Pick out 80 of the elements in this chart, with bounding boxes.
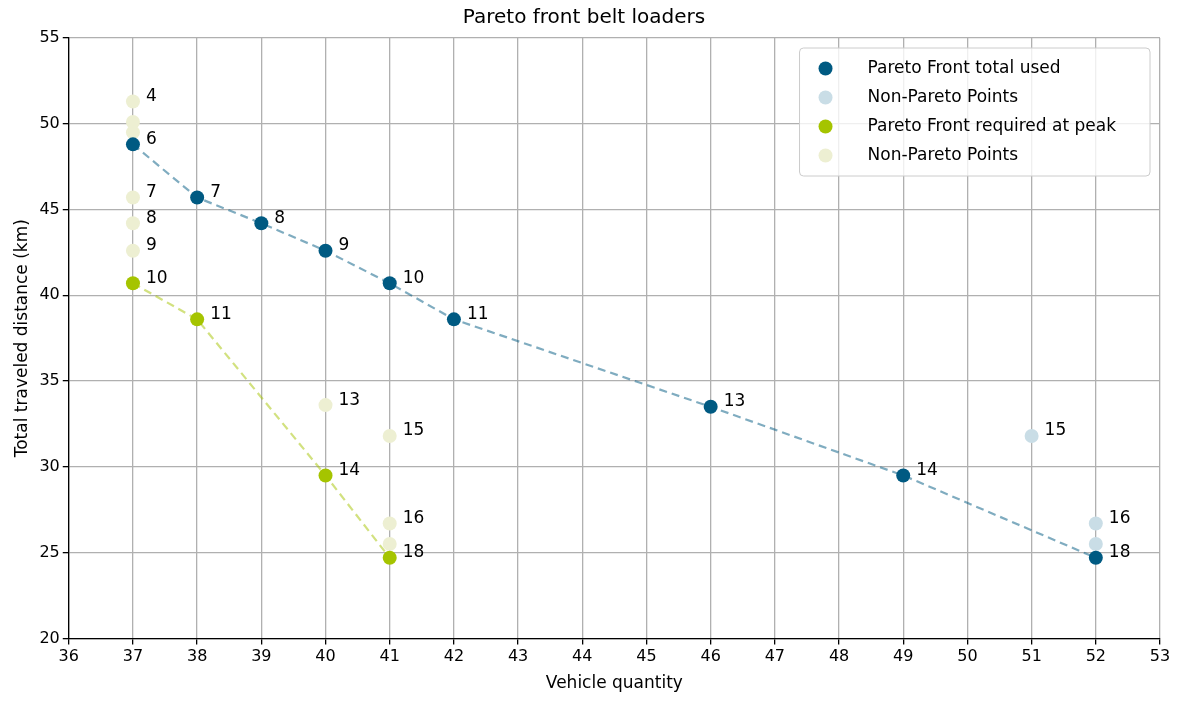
point <box>1088 537 1103 552</box>
annotation: 10 <box>402 266 425 287</box>
y-tick-label: 50 <box>39 112 60 132</box>
annotation: 11 <box>210 302 232 323</box>
annotation: 13 <box>723 390 746 411</box>
annotation: 8 <box>274 206 286 227</box>
point <box>190 312 205 327</box>
annotation: 15 <box>402 419 425 440</box>
point <box>318 468 333 483</box>
annotation: 10 <box>145 266 168 287</box>
annotation: 16 <box>1108 506 1131 527</box>
x-tick-label: 39 <box>251 646 272 666</box>
x-axis-title: Vehicle quantity <box>545 672 683 693</box>
x-tick-label: 52 <box>1085 646 1106 666</box>
y-tick-label: 35 <box>39 370 60 390</box>
annotation: 18 <box>1108 541 1131 562</box>
x-tick-label: 43 <box>507 646 529 666</box>
point <box>1024 428 1039 443</box>
point <box>703 399 718 414</box>
annotation: 4 <box>145 84 157 105</box>
annotation: 6 <box>145 127 157 148</box>
x-tick-label: 36 <box>58 646 79 666</box>
x-tick-label: 50 <box>957 646 978 666</box>
x-tick-label: 42 <box>443 646 465 666</box>
annotation: 8 <box>145 206 157 227</box>
x-tick-label: 49 <box>893 646 914 666</box>
x-tick-label: 51 <box>1021 646 1042 666</box>
point <box>896 468 911 483</box>
y-tick-label: 40 <box>39 284 60 304</box>
annotation: 14 <box>916 458 938 479</box>
y-axis-title: Total traveled distance (km) <box>10 219 31 459</box>
y-tick-label: 30 <box>39 456 60 476</box>
point <box>1088 550 1103 565</box>
point <box>125 243 140 258</box>
x-tick-label: 40 <box>315 646 336 666</box>
annotation: 14 <box>338 458 361 479</box>
x-tick-label: 44 <box>572 646 593 666</box>
annotation: 11 <box>466 302 489 323</box>
x-tick-label: 37 <box>122 646 144 666</box>
annotation: 9 <box>145 234 157 255</box>
y-tick-label: 20 <box>39 627 60 647</box>
point <box>382 428 397 443</box>
annotation: 13 <box>338 388 361 409</box>
y-tick-label: 55 <box>39 27 60 47</box>
annotation: 9 <box>338 234 350 255</box>
point <box>382 537 397 552</box>
x-tick-label: 46 <box>700 646 721 666</box>
x-tick-label: 38 <box>186 646 208 666</box>
x-tick-label: 45 <box>636 646 657 666</box>
point <box>446 312 461 327</box>
point <box>125 276 140 291</box>
annotation: 7 <box>210 180 221 201</box>
point <box>125 125 140 140</box>
point <box>125 190 140 205</box>
point <box>318 398 333 413</box>
y-tick-label: 45 <box>39 198 60 218</box>
point <box>125 216 140 231</box>
annotation: 7 <box>145 180 157 201</box>
point <box>254 216 269 231</box>
point <box>125 137 140 152</box>
point <box>1088 516 1103 531</box>
point <box>382 276 397 291</box>
y-tick-label: 25 <box>39 541 60 561</box>
point <box>382 516 397 531</box>
point <box>382 550 397 565</box>
annotation: 18 <box>402 541 425 562</box>
x-tick-label: 41 <box>379 646 400 666</box>
legend-label: Pareto Front required at peak <box>867 114 1117 135</box>
annotation: 15 <box>1044 419 1067 440</box>
legend-label: Non-Pareto Points <box>867 143 1019 164</box>
legend-label: Pareto Front total used <box>867 56 1061 77</box>
x-tick-label: 53 <box>1149 646 1171 666</box>
point <box>125 94 140 109</box>
annotation: 16 <box>402 506 425 527</box>
chart-title: Pareto front belt loaders <box>462 4 706 29</box>
point <box>318 243 333 258</box>
point <box>190 190 205 205</box>
x-tick-label: 48 <box>828 646 850 666</box>
legend-label: Non-Pareto Points <box>867 85 1019 106</box>
x-tick-label: 47 <box>764 646 786 666</box>
